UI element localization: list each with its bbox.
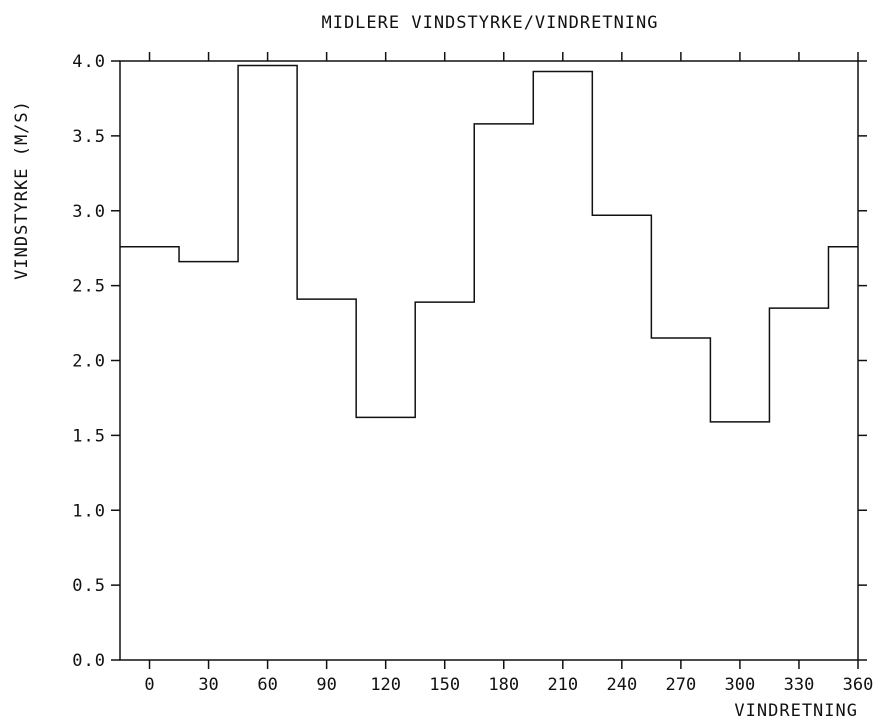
plot-frame <box>119 60 859 661</box>
y-tick-labels: 0.0 0.5 1.0 1.5 2.0 2.5 3.0 3.5 4.0 <box>72 52 106 671</box>
x-axis-label: VINDRETNING <box>734 701 858 720</box>
x-tick-label: 180 <box>488 675 519 695</box>
x-tick-label: 210 <box>547 675 578 695</box>
x-tick-label: 150 <box>429 675 460 695</box>
y-tick-label: 1.0 <box>72 501 106 521</box>
series-group <box>120 64 858 423</box>
y-tick-label: 0.0 <box>72 651 106 671</box>
wind-speed-step-line <box>120 64 858 423</box>
y-tick-label: 0.5 <box>72 576 106 596</box>
y-tick-label: 2.0 <box>72 352 106 372</box>
y-tick-label: 3.5 <box>72 127 106 147</box>
x-tick-label: 360 <box>843 675 874 695</box>
y-tick-label: 1.5 <box>72 426 106 446</box>
axis-ticks <box>111 52 867 669</box>
x-tick-label: 240 <box>606 675 637 695</box>
x-tick-label: 90 <box>316 675 336 695</box>
x-tick-labels: 0 30 60 90 120 150 180 210 240 270 300 330 360 <box>144 675 873 695</box>
y-axis-label: VINDSTYRKE (M/S) <box>12 100 32 280</box>
x-tick-label: 330 <box>784 675 815 695</box>
chart-title: MIDLERE VINDSTYRKE/VINDRETNING <box>321 13 658 33</box>
x-tick-label: 300 <box>725 675 756 695</box>
y-tick-label: 2.5 <box>72 277 106 297</box>
x-tick-label: 120 <box>370 675 401 695</box>
y-tick-label: 4.0 <box>72 52 106 72</box>
x-tick-label: 270 <box>666 675 697 695</box>
x-tick-label: 0 <box>144 675 154 695</box>
x-tick-label: 60 <box>257 675 277 695</box>
x-tick-label: 30 <box>198 675 218 695</box>
y-tick-label: 3.0 <box>72 202 106 222</box>
